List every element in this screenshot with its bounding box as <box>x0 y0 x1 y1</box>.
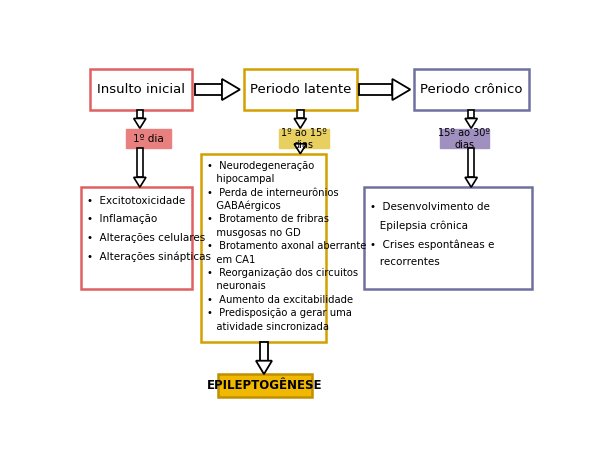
Text: •  Alterações sinápticas: • Alterações sinápticas <box>86 251 211 262</box>
FancyBboxPatch shape <box>201 154 326 343</box>
Text: •  Inflamação: • Inflamação <box>86 214 157 224</box>
Text: Periodo latente: Periodo latente <box>250 83 351 96</box>
Polygon shape <box>294 144 306 154</box>
Polygon shape <box>134 177 146 187</box>
Text: 15º ao 30º
dias: 15º ao 30º dias <box>438 128 490 149</box>
Text: 1º ao 15º
dias: 1º ao 15º dias <box>281 128 327 149</box>
Text: GABAérgicos: GABAérgicos <box>207 201 281 212</box>
Polygon shape <box>222 79 240 100</box>
FancyBboxPatch shape <box>125 129 171 148</box>
Text: •  Predisposição a gerar uma: • Predisposição a gerar uma <box>207 308 352 318</box>
Polygon shape <box>392 79 410 100</box>
Text: •  Alterações celulares: • Alterações celulares <box>86 233 205 243</box>
Text: neuronais: neuronais <box>207 281 266 291</box>
FancyBboxPatch shape <box>440 129 489 148</box>
Polygon shape <box>136 148 143 177</box>
Polygon shape <box>297 144 303 148</box>
Text: •  Brotamento de fribras: • Brotamento de fribras <box>207 214 329 224</box>
Text: •  Desenvolvimento de: • Desenvolvimento de <box>370 202 490 213</box>
FancyBboxPatch shape <box>81 187 192 289</box>
Text: EPILEPTOGÊNESE: EPILEPTOGÊNESE <box>207 379 323 392</box>
Text: •  Neurodegeneração: • Neurodegeneração <box>207 161 315 171</box>
Polygon shape <box>134 119 146 128</box>
Text: hipocampal: hipocampal <box>207 174 275 184</box>
Polygon shape <box>136 109 143 119</box>
Text: •  Brotamento axonal aberrante: • Brotamento axonal aberrante <box>207 241 367 251</box>
Text: •  Crises espontâneas e: • Crises espontâneas e <box>370 239 494 250</box>
Polygon shape <box>256 361 272 374</box>
FancyBboxPatch shape <box>364 187 532 289</box>
Polygon shape <box>468 148 474 177</box>
Polygon shape <box>359 84 392 95</box>
Polygon shape <box>260 343 268 361</box>
Text: atividade sincronizada: atividade sincronizada <box>207 322 329 332</box>
Text: recorrentes: recorrentes <box>370 257 440 267</box>
Text: •  Reorganização dos circuitos: • Reorganização dos circuitos <box>207 268 359 278</box>
FancyBboxPatch shape <box>90 69 192 109</box>
Text: Epilepsia crônica: Epilepsia crônica <box>370 221 468 231</box>
Text: •  Excitotoxicidade: • Excitotoxicidade <box>86 196 185 206</box>
FancyBboxPatch shape <box>244 69 357 109</box>
Text: em CA1: em CA1 <box>207 255 256 265</box>
Text: musgosas no GD: musgosas no GD <box>207 228 301 238</box>
Polygon shape <box>465 119 477 128</box>
Text: Insulto inicial: Insulto inicial <box>97 83 185 96</box>
Text: 1º dia: 1º dia <box>133 134 163 144</box>
Text: •  Aumento da excitabilidade: • Aumento da excitabilidade <box>207 295 353 305</box>
FancyBboxPatch shape <box>279 129 329 148</box>
Polygon shape <box>294 119 306 128</box>
Text: Periodo crônico: Periodo crônico <box>420 83 523 96</box>
Polygon shape <box>297 109 303 119</box>
Polygon shape <box>465 177 477 187</box>
FancyBboxPatch shape <box>414 69 529 109</box>
Polygon shape <box>195 84 222 95</box>
Polygon shape <box>468 109 474 119</box>
Text: •  Perda de interneurônios: • Perda de interneurônios <box>207 188 339 197</box>
FancyBboxPatch shape <box>218 374 312 397</box>
